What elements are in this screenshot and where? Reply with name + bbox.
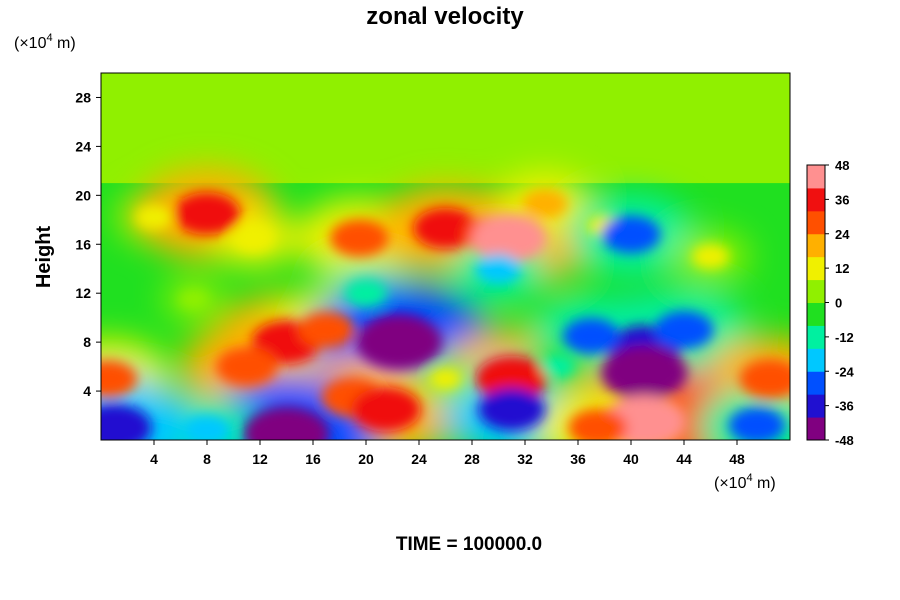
colorbar-tick-label: 48 [835, 158, 849, 173]
time-label: TIME = 100000.0 [396, 534, 542, 555]
field-core [475, 254, 522, 284]
colorbar-tick-label: -24 [835, 364, 855, 379]
field-core [691, 244, 730, 269]
field-core [568, 409, 628, 440]
field-core [522, 189, 568, 219]
field-core [135, 205, 173, 230]
x-axis-ticks: 4 8 12 16 20 24 28 32 36 40 44 48 [150, 440, 745, 467]
y-tick-label: 28 [75, 89, 91, 105]
field-core [344, 279, 388, 307]
field-core [173, 192, 241, 235]
colorbar-band [807, 302, 825, 326]
field-core [475, 355, 548, 402]
colorbar-band [807, 394, 825, 418]
field-core [183, 414, 231, 440]
colorbar-band [807, 233, 825, 258]
colorbar-band [807, 325, 825, 349]
y-unit-label: (×104 m) [14, 32, 76, 52]
field-core [101, 360, 138, 398]
colorbar-band [807, 256, 825, 281]
colorbar-bands [807, 165, 825, 441]
y-tick-label: 12 [75, 285, 91, 301]
x-tick-label: 16 [305, 451, 321, 467]
x-tick-label: 4 [150, 451, 158, 467]
field-core [601, 345, 688, 400]
field-core [429, 368, 462, 390]
x-tick-label: 44 [676, 451, 692, 467]
field-core [739, 359, 790, 399]
x-tick-label: 32 [517, 451, 533, 467]
field-core [216, 347, 278, 387]
x-tick-label: 28 [464, 451, 480, 467]
plot-frame [100, 72, 791, 441]
x-tick-label: 48 [729, 451, 745, 467]
y-axis-ticks: 4 8 12 16 20 24 28 [75, 89, 101, 399]
colorbar-tick-label: 12 [835, 261, 849, 276]
y-tick-label: 4 [83, 383, 91, 399]
chart-title: zonal velocity [366, 3, 524, 30]
field-core [179, 289, 209, 309]
colorbar-band [807, 371, 825, 395]
field-core [563, 318, 620, 354]
field-core [540, 355, 576, 378]
field-core [232, 224, 274, 252]
y-tick-label: 24 [75, 138, 91, 154]
x-tick-label: 24 [411, 451, 427, 467]
field-core [101, 403, 152, 440]
colorbar-band [807, 187, 825, 212]
y-tick-label: 8 [83, 334, 91, 350]
colorbar-band [807, 210, 825, 235]
field-core [329, 219, 389, 257]
field-core [728, 407, 785, 440]
x-tick-label: 40 [623, 451, 639, 467]
x-tick-label: 36 [570, 451, 586, 467]
field-core [601, 215, 661, 254]
field-core [356, 314, 443, 370]
colorbar-band [807, 348, 825, 372]
colorbar-tick-label: 36 [835, 192, 849, 207]
colorbar-tick-label: -12 [835, 330, 854, 345]
x-tick-label: 20 [358, 451, 374, 467]
colorbar-tick-label: 24 [835, 227, 850, 242]
colorbar-band [807, 165, 825, 189]
field-core [243, 406, 330, 440]
field-core [478, 388, 546, 431]
field-core [471, 214, 547, 262]
colorbar-ticks: 48 36 24 12 0 -12 -24 -36 -48 [825, 158, 855, 448]
y-tick-label: 20 [75, 187, 91, 203]
y-axis-label: Height [33, 226, 55, 289]
upper-layer [101, 73, 790, 184]
x-unit-label: (×104 m) [714, 472, 776, 492]
y-tick-label: 16 [75, 236, 91, 252]
field-core [654, 311, 714, 349]
field-core [351, 387, 421, 432]
colorbar-tick-label: 0 [835, 296, 842, 311]
plot-area [100, 72, 791, 441]
colorbar: 48 36 24 12 0 -12 -24 -36 -48 [806, 158, 855, 448]
velocity-field [101, 73, 790, 440]
field-core [298, 311, 355, 348]
colorbar-tick-label: -48 [835, 433, 854, 448]
colorbar-band [807, 417, 825, 441]
x-tick-label: 12 [252, 451, 268, 467]
x-tick-label: 8 [203, 451, 211, 467]
colorbar-tick-label: -36 [835, 399, 854, 414]
field-core [413, 207, 478, 249]
colorbar-band [807, 279, 825, 303]
